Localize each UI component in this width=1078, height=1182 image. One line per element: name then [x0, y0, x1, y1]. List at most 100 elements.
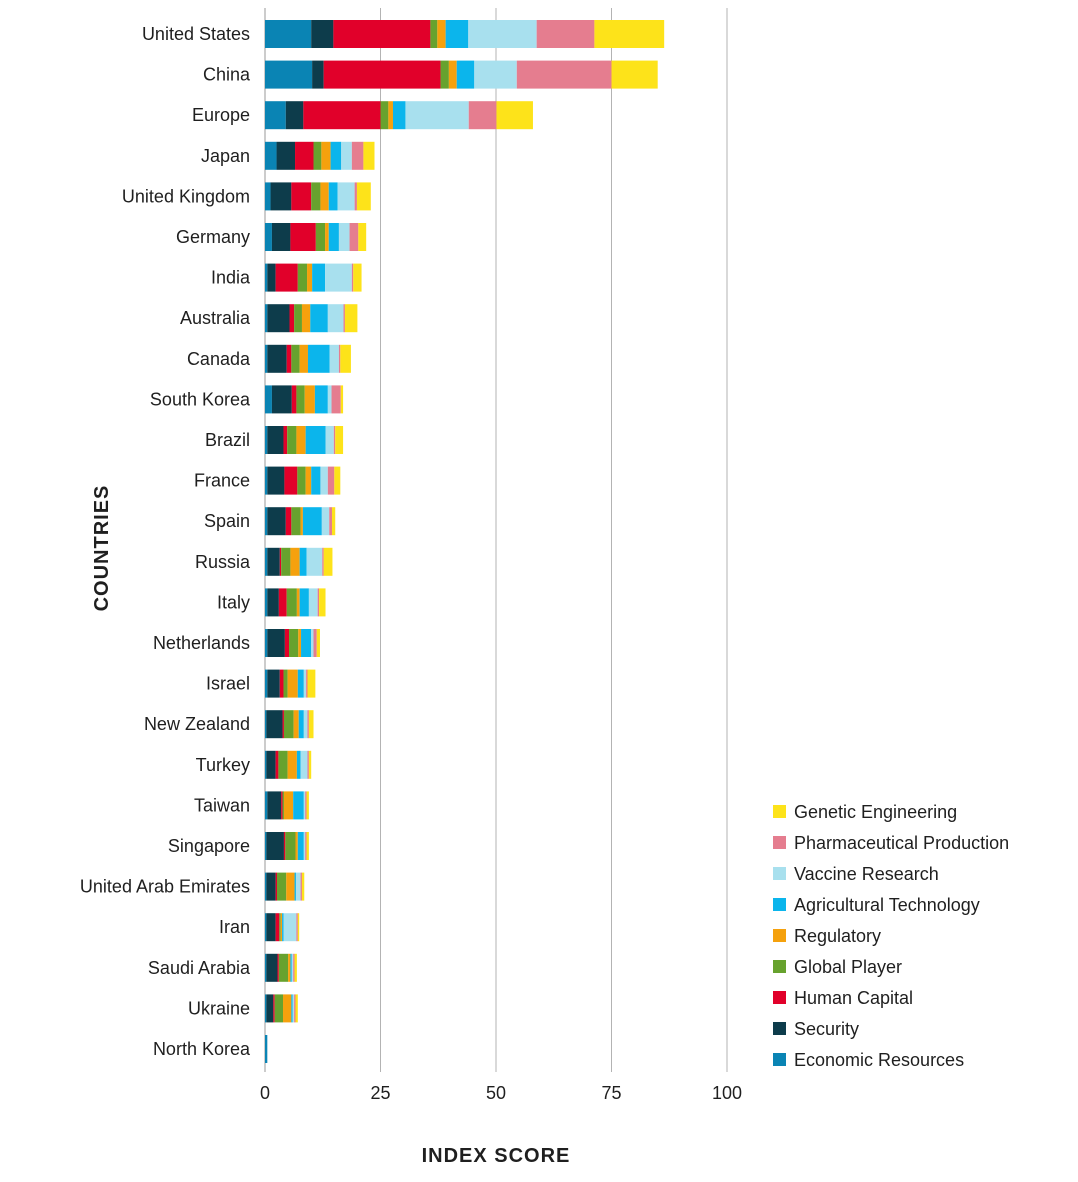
- bar-segment-human-capital: [323, 60, 441, 89]
- bar-segment-security: [271, 223, 291, 251]
- bar-segment-human-capital: [303, 101, 381, 130]
- bar-segment-global-player: [278, 750, 288, 779]
- bar-segment-regulatory: [305, 466, 312, 495]
- bar-segment-economic-resources: [265, 385, 272, 414]
- bar-segment-regulatory: [307, 263, 313, 292]
- bar-segment-security: [267, 507, 286, 536]
- bar-segment-security: [266, 913, 276, 942]
- bar-segment-economic-resources: [265, 588, 268, 617]
- bar-segment-pharmaceutical-production: [331, 385, 341, 414]
- bar-segment-agricultural-technology: [293, 791, 304, 820]
- bar-segment-economic-resources: [265, 669, 268, 698]
- bar-segment-security: [285, 101, 304, 130]
- bar-segment-genetic-engineering: [307, 669, 316, 698]
- legend-label: Pharmaceutical Production: [794, 833, 1009, 853]
- bar-segment-genetic-engineering: [356, 182, 371, 211]
- category-label: Brazil: [205, 430, 250, 450]
- bar-segment-vaccine-research: [468, 20, 537, 48]
- bar-segment-human-capital: [284, 466, 298, 495]
- bar-segment-global-player: [277, 872, 287, 901]
- bar-segment-pharmaceutical-production: [305, 791, 307, 820]
- bar-segment-economic-resources: [265, 60, 313, 89]
- bar-segment-genetic-engineering: [323, 547, 333, 576]
- legend-label: Human Capital: [794, 988, 913, 1008]
- x-tick-label: 0: [260, 1083, 270, 1103]
- bar-segment-human-capital: [275, 872, 278, 901]
- bar-segment-regulatory: [283, 791, 294, 820]
- category-label: Iran: [219, 917, 250, 937]
- bar-segment-global-player: [278, 953, 289, 982]
- bar-segment-human-capital: [290, 223, 316, 251]
- bar-segment-security: [267, 344, 287, 373]
- bar-segment-pharmaceutical-production: [317, 588, 320, 617]
- bar-segment-vaccine-research: [308, 588, 318, 617]
- bar-segment-genetic-engineering: [294, 953, 297, 982]
- bar-segment-pharmaceutical-production: [294, 994, 296, 1023]
- bar-segment-vaccine-research: [325, 426, 334, 454]
- x-tick-labels: 0 25 50 75 100: [260, 1083, 742, 1103]
- bar-segment-global-player: [294, 304, 302, 333]
- bar-segment-genetic-engineering: [306, 791, 309, 820]
- bar-segment-global-player: [291, 507, 301, 536]
- bar-segment-vaccine-research: [306, 547, 323, 576]
- bar-segment-human-capital: [286, 344, 292, 373]
- bar-segment-human-capital: [289, 304, 295, 333]
- bar-segment-economic-resources: [265, 466, 268, 495]
- bar-segment-pharmaceutical-production: [351, 141, 364, 170]
- bar-segment-economic-resources: [265, 913, 267, 942]
- category-label: South Korea: [150, 389, 251, 409]
- bar-segment-economic-resources: [265, 141, 277, 170]
- legend-swatch: [773, 991, 786, 1004]
- bar-segment-regulatory: [325, 223, 329, 251]
- bar-segment-agricultural-technology: [311, 466, 321, 495]
- bar-segment-agricultural-technology: [282, 913, 284, 942]
- bar-segment-agricultural-technology: [330, 141, 342, 170]
- category-label: Russia: [195, 552, 251, 572]
- bar-segment-human-capital: [291, 182, 312, 211]
- bar-segment-genetic-engineering: [316, 629, 320, 657]
- bar-segment-economic-resources: [265, 20, 312, 48]
- bar-segment-security: [266, 750, 276, 779]
- bar-segment-security: [276, 141, 296, 170]
- bar-segment-regulatory: [296, 588, 300, 617]
- category-label: France: [194, 471, 250, 491]
- bar-segment-genetic-engineering: [295, 994, 298, 1023]
- category-label: Turkey: [196, 755, 250, 775]
- bar-segment-vaccine-research: [474, 60, 517, 89]
- bar-segment-pharmaceutical-production: [327, 466, 335, 495]
- x-tick-label: 100: [712, 1083, 742, 1103]
- bar-segment-economic-resources: [265, 223, 272, 251]
- bar-segment-regulatory: [320, 182, 329, 211]
- bar-segment-agricultural-technology: [299, 588, 309, 617]
- bar-segment-agricultural-technology: [290, 953, 292, 982]
- category-label: Canada: [187, 349, 251, 369]
- bar-segment-agricultural-technology: [302, 507, 322, 536]
- bar-segment-global-player: [430, 20, 438, 48]
- bars: [265, 20, 665, 1063]
- bar-segment-human-capital: [283, 832, 286, 860]
- bar-segment-genetic-engineering: [319, 588, 326, 617]
- bar-segment-global-player: [380, 101, 389, 130]
- bar-segment-security: [267, 791, 282, 820]
- bar-segment-global-player: [297, 466, 306, 495]
- bar-segment-pharmaceutical-production: [307, 750, 309, 779]
- bar-segment-agricultural-technology: [307, 344, 330, 373]
- bar-segment-agricultural-technology: [297, 669, 304, 698]
- bar-segment-pharmaceutical-production: [468, 101, 497, 130]
- bar-segment-agricultural-technology: [294, 872, 296, 901]
- bar-segment-global-player: [279, 913, 281, 942]
- category-label: United Kingdom: [122, 186, 250, 206]
- bar-segment-global-player: [297, 263, 308, 292]
- y-axis-title: COUNTRIES: [91, 485, 113, 612]
- bar-segment-pharmaceutical-production: [293, 953, 295, 982]
- bar-segment-regulatory: [301, 304, 311, 333]
- bar-segment-global-player: [315, 223, 326, 251]
- bar-segment-human-capital: [285, 507, 292, 536]
- category-label: Taiwan: [194, 795, 250, 815]
- bar-segment-global-player: [311, 182, 321, 211]
- bar-segment-agricultural-technology: [392, 101, 406, 130]
- bar-segment-human-capital: [295, 141, 314, 170]
- bar-segment-genetic-engineering: [308, 750, 312, 779]
- bar-segment-pharmaceutical-production: [329, 507, 332, 536]
